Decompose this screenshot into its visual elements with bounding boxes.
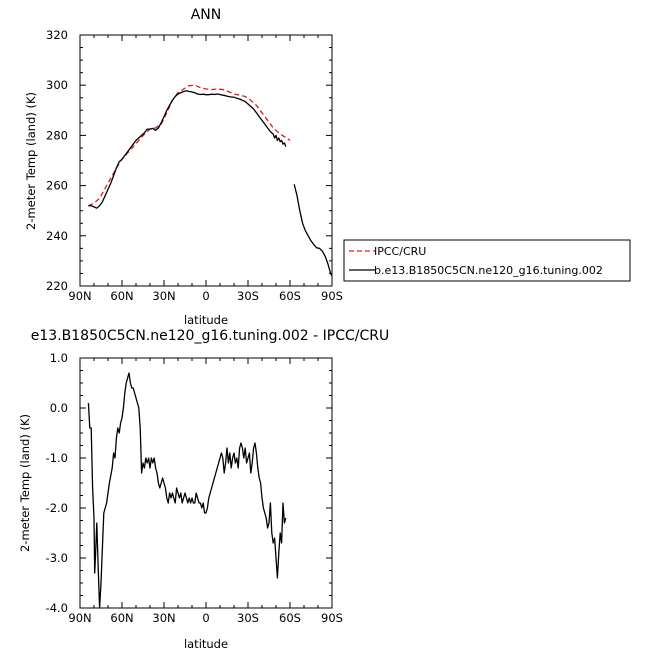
top-ytick-label: 300 <box>46 78 68 92</box>
top-xtick-label: 0 <box>202 289 209 303</box>
top-panel-ann: ANN 90N 60N 30N 0 30S 60S 90S 220 240 260 280 300 32… <box>24 7 343 327</box>
top-xtick-label: 60S <box>279 289 301 303</box>
legend-label-model: b.e13.B1850C5CN.ne120_g16.tuning.002 <box>374 264 603 277</box>
bottom-xtick-label: 30N <box>152 611 175 625</box>
top-panel-series <box>88 84 333 277</box>
bottom-panel-tick-labels: 90N 60N 30N 0 30S 60S 90S -4.0 -3.0 -2.0 -1.0 0.0 1.… <box>46 351 343 625</box>
legend-box <box>343 239 631 282</box>
bottom-xtick-label: 60S <box>279 611 301 625</box>
top-xtick-label: 90N <box>68 289 91 303</box>
top-series-1-segment-0-line <box>88 90 287 209</box>
bottom-ytick-label: 0.0 <box>50 401 68 415</box>
top-ytick-label: 240 <box>46 229 68 243</box>
top-ytick-label: 220 <box>46 279 68 293</box>
bottom-ytick-label: -4.0 <box>46 601 68 615</box>
bottom-xtick-label: 90S <box>321 611 343 625</box>
top-panel-tick-labels: 90N 60N 30N 0 30S 60S 90S 220 240 260 280 300 320 <box>46 28 343 303</box>
top-ytick-label: 280 <box>46 128 68 142</box>
top-xtick-label: 30N <box>152 289 175 303</box>
legend-label-ipcc-cru: IPCC/CRU <box>374 245 426 258</box>
bottom-panel-xlabel: latitude <box>184 637 228 651</box>
top-series-1-segment-1-line <box>293 184 333 277</box>
top-series-0-segment-0-line <box>88 84 291 207</box>
bottom-ytick-label: 1.0 <box>50 351 68 365</box>
bottom-panel-series <box>87 372 287 609</box>
top-ytick-label: 320 <box>46 28 68 42</box>
top-xtick-label: 90S <box>321 289 343 303</box>
top-panel-ticks <box>79 34 333 287</box>
bottom-xtick-label: 0 <box>202 611 209 625</box>
bottom-plot-frame <box>79 357 333 609</box>
bottom-panel-ylabel: 2-meter Temp (land) (K) <box>18 414 32 552</box>
bottom-ytick-label: -3.0 <box>46 551 68 565</box>
bottom-xtick-label: 60N <box>110 611 133 625</box>
bottom-series-0-segment-0-line <box>87 372 287 609</box>
bottom-xtick-label: 90N <box>68 611 91 625</box>
top-ytick-label: 260 <box>46 179 68 193</box>
bottom-panel-difference: e13.B1850C5CN.ne120_g16.tuning.002 - IPC… <box>18 328 389 651</box>
legend: IPCC/CRU b.e13.B1850C5CN.ne120_g16.tunin… <box>343 239 631 282</box>
bottom-panel-ticks <box>79 357 333 609</box>
bottom-panel-title: e13.B1850C5CN.ne120_g16.tuning.002 - IPC… <box>31 328 389 344</box>
top-xtick-label: 30S <box>237 289 259 303</box>
top-panel-xlabel: latitude <box>184 313 228 327</box>
bottom-xtick-label: 30S <box>237 611 259 625</box>
top-plot-frame <box>79 34 333 287</box>
top-xtick-label: 60N <box>110 289 133 303</box>
bottom-ytick-label: -1.0 <box>46 451 68 465</box>
bottom-ytick-label: -2.0 <box>46 501 68 515</box>
top-panel-ylabel: 2-meter Temp (land) (K) <box>24 92 38 230</box>
top-panel-title: ANN <box>191 7 222 23</box>
